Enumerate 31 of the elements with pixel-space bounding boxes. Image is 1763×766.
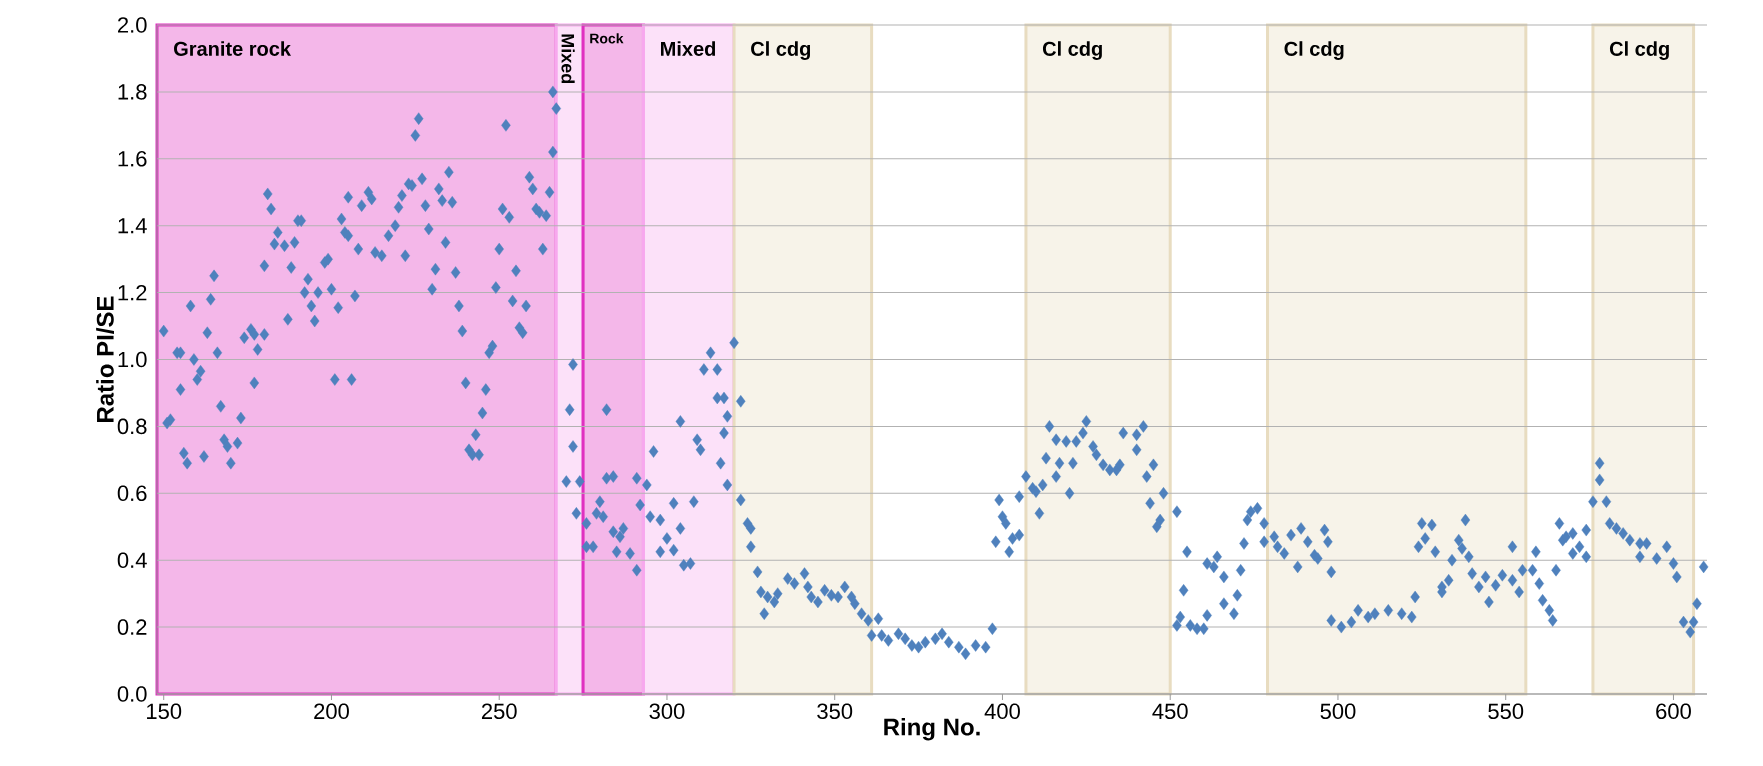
y-tick-label: 0.0 — [117, 686, 147, 702]
y-tick-label: 1.0 — [118, 351, 147, 368]
x-tick-label: 300 — [649, 703, 685, 720]
band-label: Granite rock — [174, 41, 292, 56]
x-tick-label: 200 — [314, 703, 349, 720]
y-tick-label: 1.8 — [118, 84, 147, 100]
y-axis-title: Ratio PI/SE — [96, 296, 115, 422]
band-label: Cl cdg — [1284, 41, 1344, 60]
x-tick-label: 450 — [1152, 703, 1188, 720]
y-tick-label: 1.6 — [118, 151, 147, 167]
x-tick-label: 500 — [1320, 703, 1356, 720]
band-label: Cl cdg — [1609, 41, 1669, 60]
y-tick-label: 0.6 — [117, 485, 147, 502]
x-tick-label: 250 — [481, 703, 517, 720]
x-tick-label: 350 — [817, 703, 853, 720]
x-tick-label: 150 — [147, 703, 182, 720]
x-tick-label: 600 — [1656, 703, 1691, 720]
x-axis-title: Ring No. — [884, 717, 980, 741]
band-label: Mixed — [661, 41, 716, 56]
y-tick-label: 1.4 — [118, 218, 147, 234]
x-tick-label: 550 — [1488, 703, 1524, 720]
y-tick-label: 0.8 — [117, 418, 147, 435]
band-label: Mixed — [561, 34, 575, 84]
band-label: Cl cdg — [751, 41, 811, 60]
y-tick-label: 1.2 — [118, 284, 147, 301]
y-tick-label: 0.4 — [117, 552, 147, 568]
y-tick-label: 0.2 — [117, 619, 147, 635]
band-label: Rock — [590, 33, 624, 44]
band-label: Cl cdg — [1042, 41, 1102, 60]
x-tick-label: 400 — [984, 703, 1020, 720]
y-tick-label: 2.0 — [118, 17, 147, 33]
